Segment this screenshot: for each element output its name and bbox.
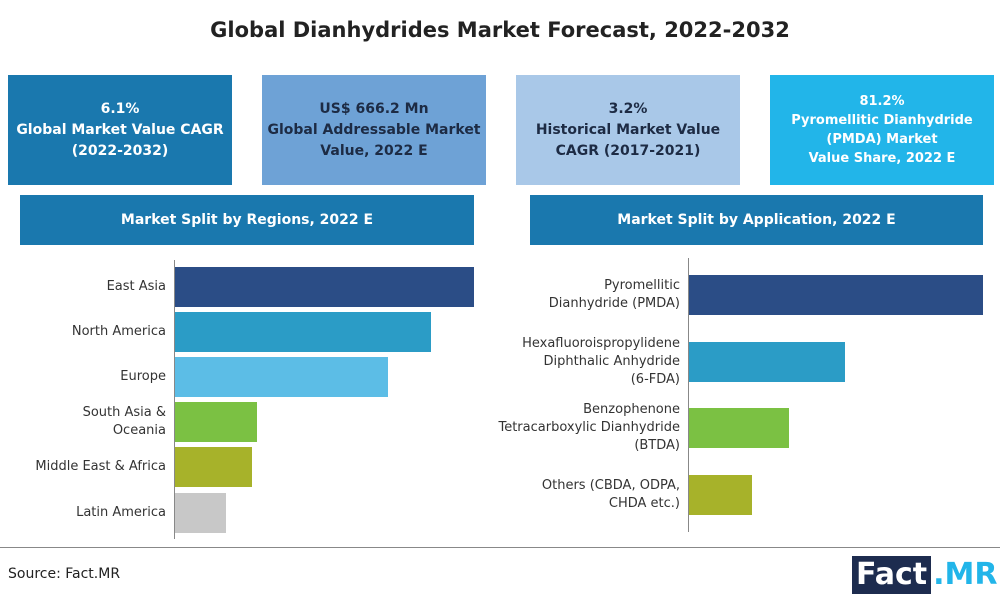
category-label: Hexafluoroispropylidene Diphthalic Anhyd… — [522, 335, 680, 387]
logo-accent: .MR — [933, 557, 998, 592]
source: Source: Fact.MR — [8, 566, 121, 582]
bar — [174, 447, 252, 488]
bar — [688, 408, 789, 449]
category-label: Latin America — [76, 504, 166, 520]
title: Global Dianhydrides Market Forecast, 202… — [210, 18, 790, 42]
category-label: North America — [71, 323, 166, 339]
bar — [174, 311, 431, 352]
category-label: Middle East & Africa — [35, 459, 166, 475]
stat-card: 81.2% Pyromellitic Dianhydride (PMDA) Ma… — [770, 75, 994, 185]
bar — [174, 402, 257, 443]
logo: Fact .MR — [852, 556, 997, 594]
category-label: East Asia — [106, 278, 166, 294]
category-label: Others (CBDA, ODPA, CHDA etc.) — [541, 477, 680, 511]
divider — [0, 547, 1000, 548]
stat-card: 3.2% Historical Market Value CAGR (2017-… — [516, 75, 740, 185]
stat-card: 6.1% Global Market Value CAGR (2022-2032… — [8, 75, 232, 185]
bar — [688, 341, 845, 382]
axis-line — [688, 258, 689, 532]
category-label: Benzophenone Tetracarboxylic Dianhydride… — [498, 402, 680, 454]
bar — [174, 492, 227, 533]
bar — [174, 266, 474, 307]
panel-title: Market Split by Application, 2022 E — [530, 195, 983, 245]
bar — [688, 474, 752, 515]
category-label: South Asia & Oceania — [82, 405, 166, 439]
logo-main: Fact — [852, 556, 932, 594]
axis-line — [174, 260, 175, 540]
category-label: Europe — [120, 368, 166, 384]
category-label: Pyromellitic Dianhydride (PMDA) — [548, 278, 680, 312]
bar — [174, 357, 389, 397]
stat-card: US$ 666.2 Mn Global Addressable Market V… — [262, 75, 486, 185]
bar — [688, 275, 983, 316]
panel-title: Market Split by Regions, 2022 E — [20, 195, 474, 245]
